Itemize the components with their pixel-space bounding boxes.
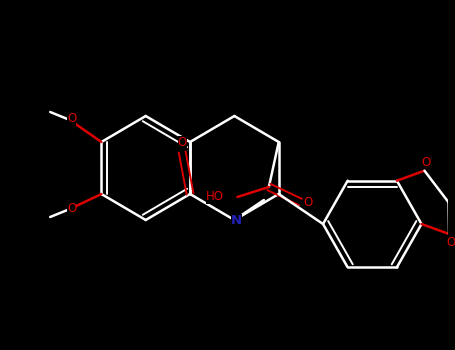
Text: N: N xyxy=(231,214,242,226)
Text: O: O xyxy=(422,156,431,169)
Text: HO: HO xyxy=(206,190,223,203)
Text: O: O xyxy=(303,196,313,209)
Text: O: O xyxy=(446,236,455,248)
Text: O: O xyxy=(177,135,187,148)
Text: O: O xyxy=(67,203,76,216)
Text: O: O xyxy=(67,112,76,126)
